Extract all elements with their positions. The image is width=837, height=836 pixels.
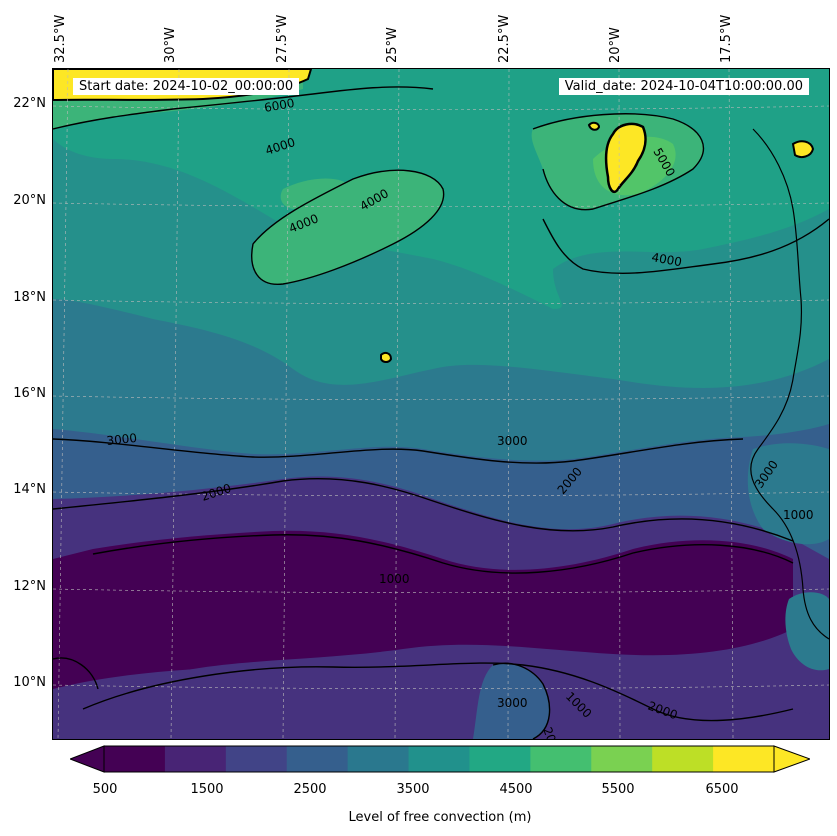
colorbar-cell — [408, 746, 470, 772]
colorbar-cell — [530, 746, 592, 772]
region-south-low — [53, 663, 829, 739]
region-green-blob-1 — [251, 170, 444, 285]
region-south-mid — [473, 663, 550, 739]
colorbar-cell — [286, 746, 349, 772]
region-yellow-northeast — [604, 122, 647, 194]
contour-label: 3000 — [497, 696, 528, 710]
colorbar-tick: 500 — [92, 782, 118, 797]
lat-label-20n: 20°N — [13, 193, 46, 208]
colorbar-tick: 1500 — [190, 782, 224, 797]
colorbar-cell — [225, 746, 288, 772]
colorbar-cell — [469, 746, 531, 772]
map-canvas: 4000 4000 4000 4000 5000 6000 3000 3000 … — [53, 69, 829, 739]
contour-label: 1000 — [379, 572, 410, 586]
colorbar-cell — [591, 746, 653, 772]
region-southeast-mid-2 — [785, 592, 829, 671]
lon-label-27-5w: 27.5°W — [275, 14, 290, 63]
map-panel[interactable]: 4000 4000 4000 4000 5000 6000 3000 3000 … — [52, 68, 830, 740]
lon-label-20w: 20°W — [608, 27, 623, 63]
region-deep-band — [53, 530, 793, 709]
graticule — [53, 69, 829, 739]
contour-label: 1000 — [783, 508, 814, 522]
lat-label-16n: 16°N — [13, 386, 46, 401]
colorbar — [70, 745, 810, 773]
lon-label-25w: 25°W — [385, 27, 400, 63]
colorbar-frame — [103, 745, 775, 773]
colorbar-tick: 2500 — [293, 782, 327, 797]
contour-label: 4000 — [650, 250, 683, 269]
contour-lines — [53, 86, 829, 739]
lat-label-10n: 10°N — [13, 675, 46, 690]
coastline — [750, 128, 829, 640]
lon-label-32-5w: 32.5°W — [53, 14, 68, 63]
lon-label-17-5w: 17.5°W — [719, 14, 734, 63]
region-yellow-small-2 — [587, 121, 601, 131]
region-green-blob-2 — [280, 178, 348, 209]
lat-label-12n: 12°N — [13, 579, 46, 594]
colorbar-over-arrow — [773, 745, 810, 773]
lon-label-22-5w: 22.5°W — [497, 14, 512, 63]
colorbar-cell — [164, 746, 227, 772]
valid-date-label: Valid_date: 2024-10-04T10:00:00.00 — [558, 78, 809, 95]
region-yellow-small-1 — [791, 140, 815, 158]
colorbar-tick: 5500 — [601, 782, 635, 797]
lat-label-14n: 14°N — [13, 482, 46, 497]
region-southeast-mid — [747, 443, 829, 545]
start-date-label: Start date: 2024-10-02_00:00:00 — [73, 78, 300, 95]
colorbar-cells — [104, 746, 775, 772]
colorbar-cell — [652, 746, 714, 772]
lat-label-22n: 22°N — [13, 96, 46, 111]
colorbar-tick: 4500 — [499, 782, 533, 797]
colorbar-cell — [347, 746, 410, 772]
contour-label: 3000 — [497, 434, 528, 448]
lat-label-18n: 18°N — [13, 290, 46, 305]
colorbar-tick: 6500 — [705, 782, 739, 797]
region-yellow-mid — [380, 351, 393, 363]
contour-label: 3000 — [106, 431, 138, 448]
lon-label-30w: 30°W — [163, 27, 178, 63]
colorbar-cell — [104, 746, 166, 772]
colorbar-under-arrow — [70, 745, 105, 773]
contour-label: 6000 — [263, 96, 296, 115]
colorbar-cell — [713, 746, 775, 772]
colorbar-tick: 3500 — [396, 782, 430, 797]
colorbar-label: Level of free convection (m) — [348, 810, 532, 825]
